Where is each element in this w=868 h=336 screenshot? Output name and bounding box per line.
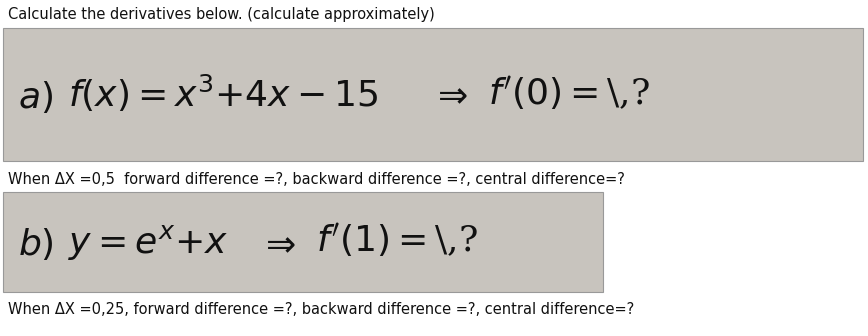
Text: $\Rightarrow$: $\Rightarrow$ xyxy=(258,227,295,261)
Bar xyxy=(3,28,863,161)
Text: $\mathit{a)}$: $\mathit{a)}$ xyxy=(18,79,53,115)
Text: $\mathit{f'(1)=}$\,?: $\mathit{f'(1)=}$\,? xyxy=(316,221,478,259)
Text: $\Rightarrow$: $\Rightarrow$ xyxy=(430,78,468,112)
Text: $\mathit{b)}$: $\mathit{b)}$ xyxy=(18,226,54,262)
Text: Calculate the derivatives below. (calculate approximately): Calculate the derivatives below. (calcul… xyxy=(8,6,435,22)
Text: When ΔX =0,5  forward difference =?, backward difference =?, central difference=: When ΔX =0,5 forward difference =?, back… xyxy=(8,171,625,186)
Text: $\mathit{y=e}^{\mathit{x}}\mathit{+x}$: $\mathit{y=e}^{\mathit{x}}\mathit{+x}$ xyxy=(68,222,228,261)
Text: When ΔX =0,25, forward difference =?, backward difference =?, central difference: When ΔX =0,25, forward difference =?, ba… xyxy=(8,302,635,318)
Text: $\mathit{f'(0)=}$\,?: $\mathit{f'(0)=}$\,? xyxy=(488,74,650,112)
Text: $\mathit{f(x)=x}^{\mathit{3}}\mathit{+4x-15}$: $\mathit{f(x)=x}^{\mathit{3}}\mathit{+4x… xyxy=(68,73,378,114)
Bar xyxy=(3,192,603,292)
